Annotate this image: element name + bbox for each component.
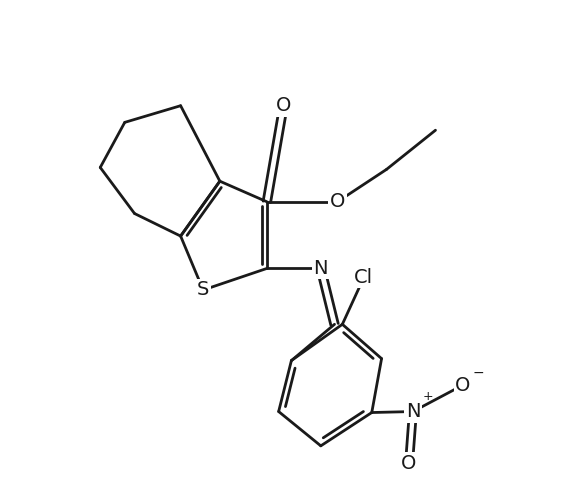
- Text: O: O: [330, 192, 345, 211]
- Text: O: O: [402, 454, 417, 473]
- Text: O: O: [455, 375, 471, 395]
- Text: N: N: [406, 402, 420, 421]
- Text: +: +: [423, 390, 434, 403]
- Text: Cl: Cl: [355, 268, 374, 287]
- Text: O: O: [276, 96, 291, 115]
- Text: N: N: [313, 259, 328, 278]
- Text: S: S: [197, 280, 209, 300]
- Text: −: −: [472, 366, 484, 380]
